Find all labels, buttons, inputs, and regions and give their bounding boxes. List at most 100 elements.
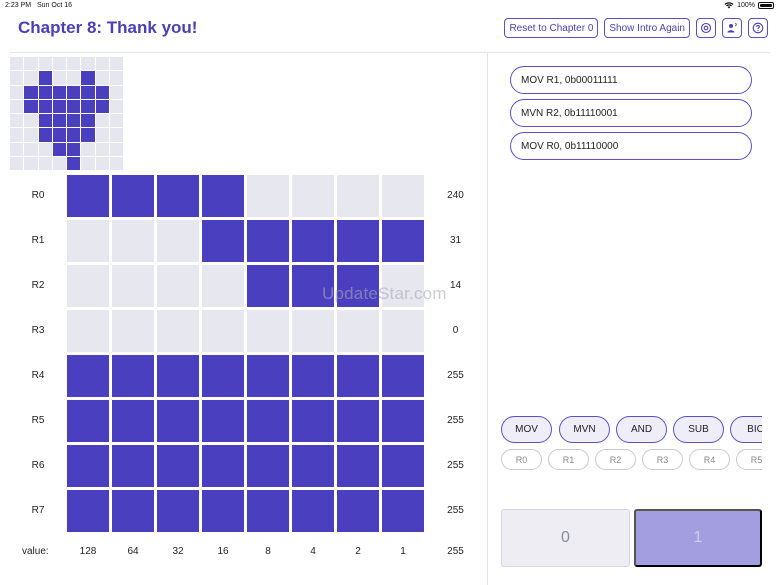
bit-cell[interactable] bbox=[292, 400, 334, 442]
preview-cell bbox=[10, 142, 24, 156]
bit-cell[interactable] bbox=[382, 220, 424, 262]
register-r1-button[interactable]: R1 bbox=[548, 449, 589, 470]
bit-cell[interactable] bbox=[112, 310, 154, 352]
instruction-item[interactable]: MOV R0, 0b11110000 bbox=[510, 132, 752, 160]
bit-one-button[interactable]: 1 bbox=[634, 509, 762, 567]
bit-cell[interactable] bbox=[112, 220, 154, 262]
bit-cell[interactable] bbox=[292, 445, 334, 487]
bit-cell[interactable] bbox=[382, 445, 424, 487]
bit-cell[interactable] bbox=[337, 220, 379, 262]
bit-cell[interactable] bbox=[247, 220, 289, 262]
profile-help-button[interactable] bbox=[722, 18, 742, 38]
bit-zero-button[interactable]: 0 bbox=[501, 509, 630, 567]
bit-cell[interactable] bbox=[337, 310, 379, 352]
wifi-icon bbox=[724, 2, 734, 9]
preview-cell bbox=[10, 99, 24, 113]
bit-cell[interactable] bbox=[202, 445, 244, 487]
bit-cell[interactable] bbox=[247, 400, 289, 442]
bit-cell[interactable] bbox=[382, 400, 424, 442]
bit-cell[interactable] bbox=[202, 175, 244, 217]
bit-cell[interactable] bbox=[157, 220, 199, 262]
bit-cell[interactable] bbox=[292, 220, 334, 262]
bit-cell[interactable] bbox=[157, 490, 199, 532]
bit-cell[interactable] bbox=[157, 175, 199, 217]
opcode-sub-button[interactable]: SUB bbox=[673, 416, 724, 443]
preview-cell bbox=[24, 99, 38, 113]
bit-cell[interactable] bbox=[67, 310, 109, 352]
bit-cell[interactable] bbox=[247, 265, 289, 307]
bit-cell[interactable] bbox=[112, 265, 154, 307]
bit-cell[interactable] bbox=[67, 175, 109, 217]
bit-cell[interactable] bbox=[67, 355, 109, 397]
bit-cell[interactable] bbox=[157, 310, 199, 352]
instruction-item[interactable]: MVN R2, 0b11110001 bbox=[510, 99, 752, 127]
bit-cell[interactable] bbox=[67, 400, 109, 442]
bit-cell[interactable] bbox=[112, 355, 154, 397]
bit-cell[interactable] bbox=[337, 445, 379, 487]
bit-cell[interactable] bbox=[112, 490, 154, 532]
reset-chapter-button[interactable]: Reset to Chapter 0 bbox=[504, 18, 599, 38]
bit-cell[interactable] bbox=[292, 310, 334, 352]
bit-cell[interactable] bbox=[112, 175, 154, 217]
bit-cell[interactable] bbox=[157, 355, 199, 397]
bit-cell[interactable] bbox=[202, 400, 244, 442]
bit-cell[interactable] bbox=[112, 400, 154, 442]
bit-cell[interactable] bbox=[67, 220, 109, 262]
bit-cell[interactable] bbox=[337, 400, 379, 442]
show-intro-button[interactable]: Show Intro Again bbox=[604, 18, 690, 38]
bit-cell[interactable] bbox=[382, 310, 424, 352]
bit-cell[interactable] bbox=[157, 265, 199, 307]
bit-cell[interactable] bbox=[202, 265, 244, 307]
bit-cell[interactable] bbox=[247, 310, 289, 352]
bit-cell[interactable] bbox=[202, 355, 244, 397]
register-r5-button[interactable]: R5 bbox=[736, 449, 762, 470]
bit-cell[interactable] bbox=[157, 445, 199, 487]
bit-cell[interactable] bbox=[157, 400, 199, 442]
bit-cell[interactable] bbox=[337, 490, 379, 532]
preview-cell bbox=[67, 142, 81, 156]
bit-cell[interactable] bbox=[67, 445, 109, 487]
register-r3-button[interactable]: R3 bbox=[642, 449, 683, 470]
target-icon bbox=[700, 22, 712, 34]
opcode-and-button[interactable]: AND bbox=[616, 416, 667, 443]
preview-cell bbox=[95, 71, 109, 85]
bit-cell[interactable] bbox=[292, 490, 334, 532]
instruction-item[interactable]: MOV R1, 0b00011111 bbox=[510, 66, 752, 94]
bit-cell[interactable] bbox=[202, 220, 244, 262]
bit-cell[interactable] bbox=[202, 490, 244, 532]
bit-cell[interactable] bbox=[67, 265, 109, 307]
bit-cell[interactable] bbox=[382, 490, 424, 532]
bit-cell[interactable] bbox=[292, 265, 334, 307]
preview-cell bbox=[67, 114, 81, 128]
register-r2-button[interactable]: R2 bbox=[595, 449, 636, 470]
bit-cell[interactable] bbox=[247, 445, 289, 487]
settings-button[interactable] bbox=[696, 18, 716, 38]
bit-cell[interactable] bbox=[67, 490, 109, 532]
opcode-bic-button[interactable]: BIC bbox=[730, 416, 762, 443]
bit-cell[interactable] bbox=[202, 310, 244, 352]
bit-cell[interactable] bbox=[382, 265, 424, 307]
help-button[interactable] bbox=[748, 18, 768, 38]
bit-cell[interactable] bbox=[337, 175, 379, 217]
preview-cell bbox=[109, 128, 123, 142]
preview-cell bbox=[95, 99, 109, 113]
bit-cell[interactable] bbox=[337, 355, 379, 397]
register-label: R0 bbox=[31, 190, 45, 201]
preview-cell bbox=[24, 128, 38, 142]
bit-cell[interactable] bbox=[247, 355, 289, 397]
bit-cell[interactable] bbox=[337, 265, 379, 307]
column-value: 16 bbox=[217, 546, 229, 557]
preview-cell bbox=[52, 128, 66, 142]
bit-cell[interactable] bbox=[247, 490, 289, 532]
bit-cell[interactable] bbox=[292, 355, 334, 397]
bit-cell[interactable] bbox=[292, 175, 334, 217]
bit-cell[interactable] bbox=[112, 445, 154, 487]
opcode-mov-button[interactable]: MOV bbox=[501, 416, 552, 443]
register-r4-button[interactable]: R4 bbox=[689, 449, 730, 470]
bit-cell[interactable] bbox=[382, 355, 424, 397]
register-bit-grid bbox=[67, 175, 427, 535]
opcode-mvn-button[interactable]: MVN bbox=[559, 416, 610, 443]
bit-cell[interactable] bbox=[247, 175, 289, 217]
register-r0-button[interactable]: R0 bbox=[501, 449, 542, 470]
bit-cell[interactable] bbox=[382, 175, 424, 217]
